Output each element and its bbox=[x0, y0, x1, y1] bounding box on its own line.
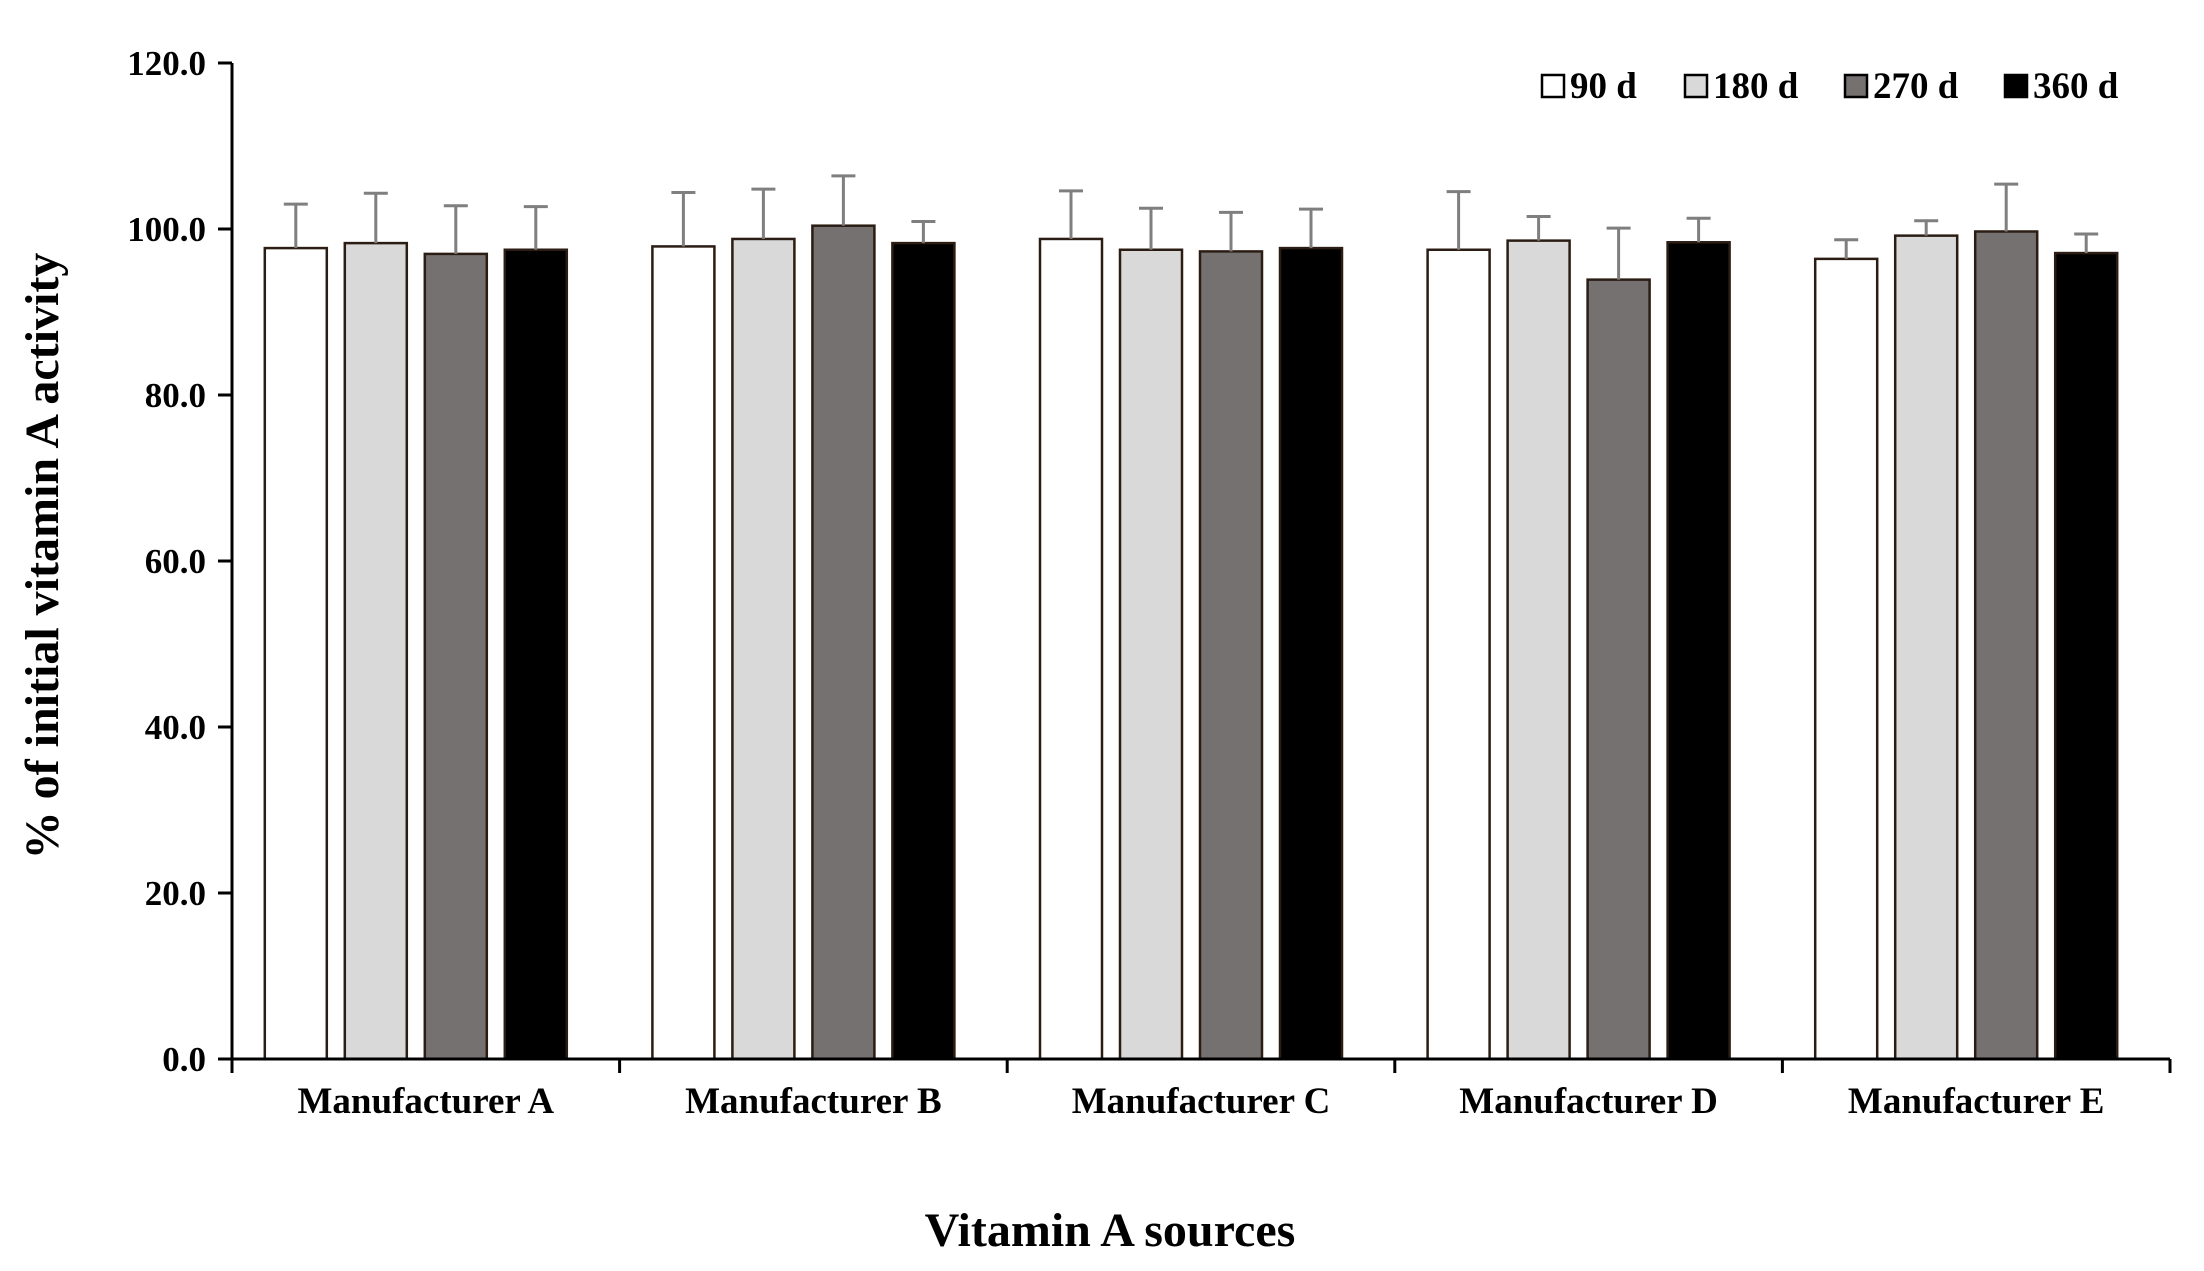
bar-90d-manufacturer-d bbox=[1426, 248, 1491, 1061]
x-category-label: Manufacturer A bbox=[298, 1081, 555, 1122]
y-tick-label: 80.0 bbox=[145, 376, 206, 415]
legend-label: 360 d bbox=[2033, 66, 2119, 107]
axes-layer bbox=[230, 63, 2170, 1061]
bar-360d-manufacturer-e bbox=[2053, 251, 2119, 1061]
bar-360d-manufacturer-d bbox=[1666, 241, 1731, 1061]
legend-swatch bbox=[1540, 73, 1566, 99]
x-category-label: Manufacturer C bbox=[1072, 1081, 1331, 1122]
legend-label: 90 d bbox=[1570, 66, 1637, 107]
x-category-label: Manufacturer D bbox=[1459, 1081, 1718, 1122]
bar-180d-manufacturer-c bbox=[1118, 248, 1184, 1061]
y-tick-label: 40.0 bbox=[145, 708, 206, 747]
bar-180d-manufacturer-d bbox=[1506, 239, 1571, 1061]
legend: 90 d 180 d 270 d 360 d bbox=[1540, 66, 2119, 107]
bars-layer bbox=[263, 174, 2119, 1061]
legend-label: 270 d bbox=[1873, 66, 1959, 107]
bar-270d-manufacturer-a bbox=[423, 252, 489, 1061]
bar-180d-manufacturer-b bbox=[731, 237, 796, 1061]
x-category-label: Manufacturer B bbox=[685, 1081, 942, 1122]
bar-360d-manufacturer-a bbox=[503, 248, 569, 1061]
x-axis-title: Vitamin A sources bbox=[925, 1204, 1296, 1257]
x-category-label: Manufacturer E bbox=[1848, 1081, 2105, 1122]
x-axis-category-labels: Manufacturer A Manufacturer B Manufacturer… bbox=[298, 1081, 2105, 1122]
y-tick-label: 120.0 bbox=[127, 44, 206, 83]
bar-360d-manufacturer-b bbox=[891, 241, 956, 1061]
bar-90d-manufacturer-c bbox=[1038, 237, 1104, 1061]
y-tick-label: 20.0 bbox=[145, 874, 206, 913]
y-axis-title: % of initial vitamin A activity bbox=[16, 253, 69, 860]
bar-180d-manufacturer-a bbox=[343, 241, 409, 1061]
y-tick-label: 0.0 bbox=[162, 1040, 206, 1079]
bar-90d-manufacturer-e bbox=[1813, 257, 1879, 1061]
y-tick-label: 100.0 bbox=[127, 210, 206, 249]
bar-270d-manufacturer-c bbox=[1198, 250, 1264, 1061]
y-tick-label: 60.0 bbox=[145, 542, 206, 581]
bar-90d-manufacturer-b bbox=[651, 245, 716, 1061]
bar-270d-manufacturer-e bbox=[1973, 230, 2039, 1061]
y-axis-ticks: 0.0 20.0 40.0 60.0 80.0 100.0 120.0 bbox=[127, 44, 232, 1079]
bar-360d-manufacturer-c bbox=[1278, 246, 1344, 1061]
x-axis-ticks bbox=[230, 1059, 2172, 1073]
legend-swatch bbox=[1843, 73, 1869, 99]
bar-270d-manufacturer-b bbox=[811, 224, 876, 1061]
legend-label: 180 d bbox=[1713, 66, 1799, 107]
legend-swatch bbox=[1683, 73, 1709, 99]
bar-270d-manufacturer-d bbox=[1586, 278, 1651, 1061]
bar-180d-manufacturer-e bbox=[1893, 234, 1959, 1061]
legend-swatch bbox=[2003, 73, 2029, 99]
bar-90d-manufacturer-a bbox=[263, 246, 329, 1061]
